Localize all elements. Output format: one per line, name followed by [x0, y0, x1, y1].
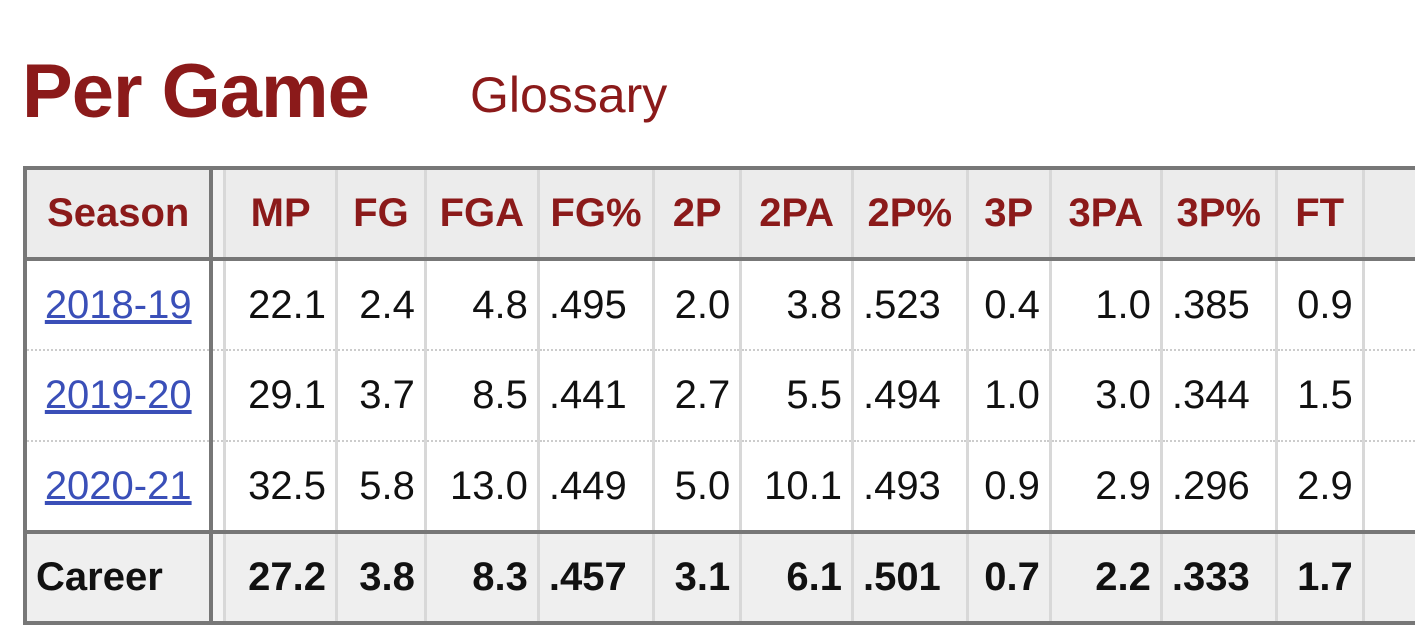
stat-cell-3p: 0.7 [965, 530, 1051, 625]
season-link[interactable]: 2019-20 [44, 373, 192, 417]
stat-cell-ft: 0.9 [1274, 259, 1364, 351]
glossary-link[interactable]: Glossary [470, 67, 668, 123]
table-row: 2018-19 22.1 2.4 4.8.495 2.0 3.8.523 0.4 1.0.38… [23, 259, 1415, 351]
stat-cell-fg-pct: .441 [536, 350, 654, 442]
column-header-fga[interactable]: FGA [423, 166, 539, 261]
season-cell: 2019-20 [23, 350, 214, 442]
stat-cell-3p: 0.4 [965, 259, 1051, 351]
column-gap [211, 530, 225, 625]
column-header-season[interactable]: Season [23, 166, 214, 261]
career-row: Career 27.2 3.8 8.3.457 3.1 6.1.501 0.7 2.2.333… [23, 530, 1415, 625]
season-cell: 2018-19 [23, 259, 214, 351]
column-header-2p[interactable]: 2P [652, 166, 741, 261]
stat-cell-3p: 0.9 [965, 441, 1051, 533]
stat-cell-2pa: 10.1 [739, 441, 853, 533]
career-label: Career [23, 530, 214, 625]
column-gap [211, 259, 225, 351]
stat-cell-fga: 8.3 [423, 530, 539, 625]
column-gap [211, 166, 225, 261]
page-title: Per Game [22, 49, 370, 134]
clipped-cell [1361, 350, 1415, 442]
stat-cell-fg: 5.8 [335, 441, 426, 533]
column-gap [211, 441, 225, 533]
column-header-mp[interactable]: MP [223, 166, 337, 261]
stat-cell-mp: 22.1 [223, 259, 337, 351]
stat-cell-2p: 2.7 [652, 350, 741, 442]
stat-cell-3p: 1.0 [965, 350, 1051, 442]
column-header-fg[interactable]: FG [335, 166, 426, 261]
stat-cell-ft: 1.5 [1274, 350, 1364, 442]
column-header-3pa[interactable]: 3PA [1048, 166, 1162, 261]
stat-cell-3p-pct: .385 [1159, 259, 1277, 351]
column-header-clipped[interactable] [1361, 166, 1415, 261]
stat-cell-2p-pct: .501 [850, 530, 968, 625]
column-header-fg-pct[interactable]: FG% [536, 166, 654, 261]
stat-cell-fg: 3.8 [335, 530, 426, 625]
table-header-row: Season MP FG FGA FG% 2P 2PA 2P% 3P 3PA 3P% FT [23, 166, 1415, 261]
season-link[interactable]: 2018-19 [44, 282, 192, 327]
stat-cell-2pa: 5.5 [739, 350, 853, 442]
stat-cell-3pa: 2.2 [1048, 530, 1162, 625]
stat-cell-3p-pct: .344 [1159, 350, 1277, 442]
column-header-3p-pct[interactable]: 3P% [1159, 166, 1277, 261]
stat-cell-fga: 8.5 [423, 350, 539, 442]
column-gap [211, 350, 225, 442]
season-cell: 2020-21 [23, 441, 214, 533]
clipped-cell [1361, 530, 1415, 625]
clipped-cell [1361, 441, 1415, 533]
stat-cell-fga: 4.8 [423, 259, 539, 351]
per-game-table-container[interactable]: Season MP FG FGA FG% 2P 2PA 2P% 3P 3PA 3P% FT 2018-… [23, 166, 1415, 633]
stat-cell-fg: 2.4 [335, 259, 426, 351]
stat-cell-2p-pct: .523 [850, 259, 968, 351]
stat-cell-2p: 3.1 [652, 530, 741, 625]
stat-cell-mp: 29.1 [223, 350, 337, 442]
per-game-table: Season MP FG FGA FG% 2P 2PA 2P% 3P 3PA 3P% FT 2018-… [23, 166, 1415, 625]
clipped-cell [1361, 259, 1415, 351]
stat-cell-3pa: 1.0 [1048, 259, 1162, 351]
stat-cell-2p-pct: .494 [850, 350, 968, 442]
stat-cell-fg: 3.7 [335, 350, 426, 442]
table-row: 2020-21 32.5 5.8 13.0.449 5.0 10.1.493 0.9 2.9.… [23, 441, 1415, 533]
stat-cell-3p-pct: .296 [1159, 441, 1277, 533]
stat-cell-mp: 32.5 [223, 441, 337, 533]
stat-cell-2pa: 6.1 [739, 530, 853, 625]
stat-cell-2p: 2.0 [652, 259, 741, 351]
stat-cell-ft: 1.7 [1274, 530, 1364, 625]
stat-cell-mp: 27.2 [223, 530, 337, 625]
column-header-2pa[interactable]: 2PA [739, 166, 853, 261]
stat-cell-2pa: 3.8 [739, 259, 853, 351]
stat-cell-3p-pct: .333 [1159, 530, 1277, 625]
table-row: 2019-20 29.1 3.7 8.5.441 2.7 5.5.494 1.0 3.0.34… [23, 350, 1415, 442]
stat-cell-fg-pct: .449 [536, 441, 654, 533]
column-header-ft[interactable]: FT [1274, 166, 1364, 261]
stat-cell-fga: 13.0 [423, 441, 539, 533]
season-link[interactable]: 2020-21 [44, 463, 192, 508]
column-header-2p-pct[interactable]: 2P% [850, 166, 968, 261]
stat-cell-fg-pct: .495 [536, 259, 654, 351]
stat-cell-2p-pct: .493 [850, 441, 968, 533]
stat-cell-3pa: 3.0 [1048, 350, 1162, 442]
column-header-3p[interactable]: 3P [965, 166, 1051, 261]
stat-cell-2p: 5.0 [652, 441, 741, 533]
stat-cell-ft: 2.9 [1274, 441, 1364, 533]
stat-cell-3pa: 2.9 [1048, 441, 1162, 533]
stat-cell-fg-pct: .457 [536, 530, 654, 625]
